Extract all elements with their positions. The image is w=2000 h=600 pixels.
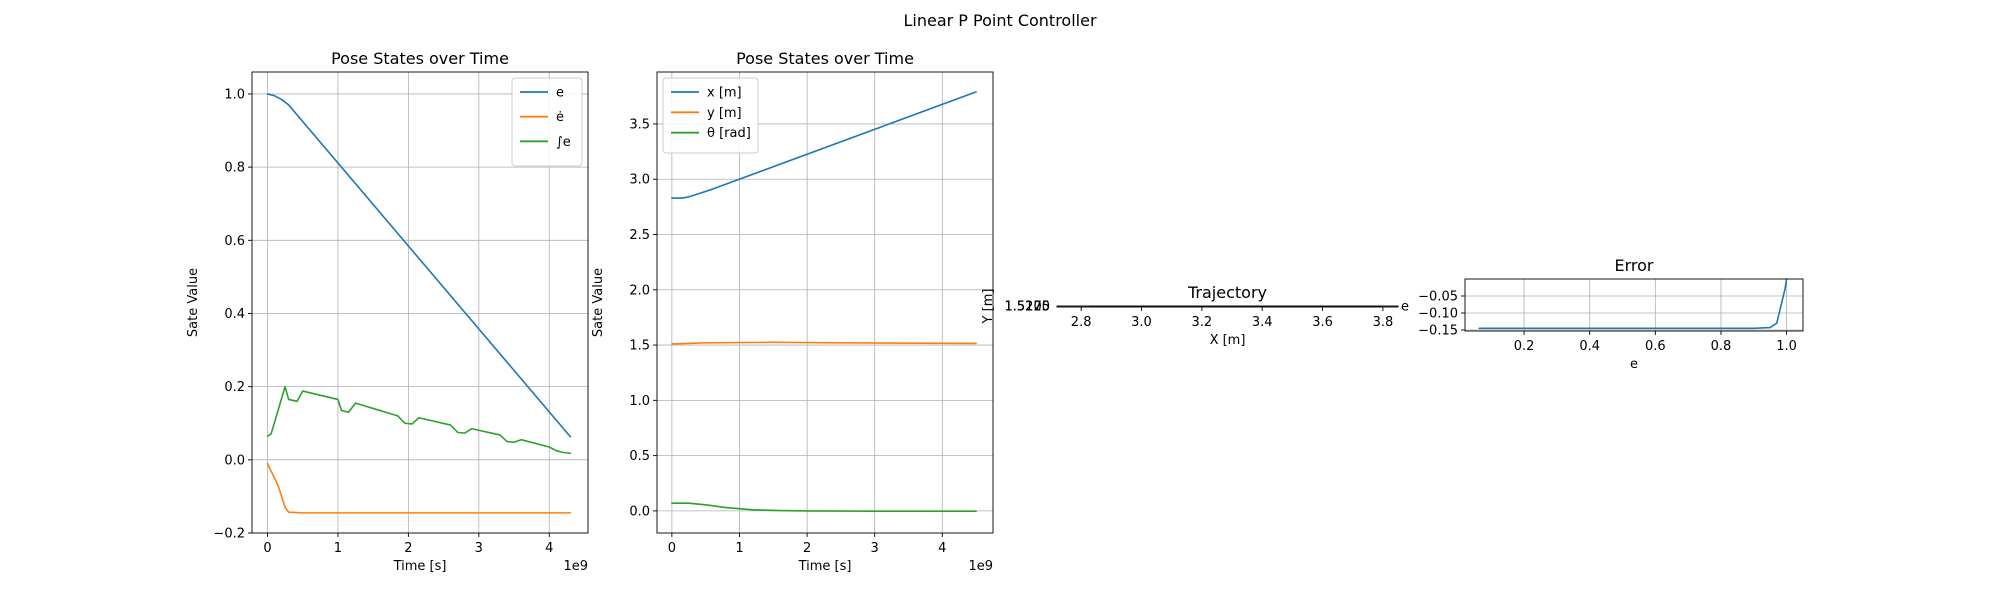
y-tick-label-overlap: 1.5225 — [1005, 300, 1051, 315]
series-line-1-2 — [266, 462, 572, 514]
y-tick-label: 0.0 — [629, 504, 650, 519]
y-tick-label: 3.0 — [629, 173, 650, 188]
legend-entry-label: ė — [556, 110, 564, 125]
x-tick-label: 4 — [545, 541, 553, 556]
y-tick-label: 2.0 — [629, 283, 650, 298]
series-line-2-2 — [671, 341, 977, 345]
x-tick-label: 3 — [871, 541, 879, 556]
x-axis-label: X [m] — [1210, 333, 1246, 348]
legend-entry-label: y [m] — [707, 106, 742, 121]
x-tick-label: 3.8 — [1373, 315, 1394, 330]
axes-frame — [1056, 305, 1399, 308]
x-tick-label: 0 — [263, 541, 271, 556]
plots-layer: 0 1 2 3 4 −0.2 0.0 0.2 0.4 0.6 0.8 1.0 Pose States o… — [186, 49, 1804, 574]
x-tick-label: 0.8 — [1711, 339, 1732, 354]
y-tick-label: 1.0 — [629, 394, 650, 409]
x-tick-label: 0.4 — [1579, 339, 1600, 354]
y-tick-label: −0.10 — [1418, 306, 1458, 321]
subplot-title: Error — [1615, 256, 1654, 275]
legend-box — [511, 77, 583, 167]
y-tick-label: −0.05 — [1418, 289, 1458, 304]
y-tick-label: 0.5 — [629, 449, 650, 464]
x-tick-label: 4 — [938, 541, 946, 556]
subplot-2: 0 1 2 3 4 0.0 0.5 1.0 1.5 2.0 2.5 3.0 3.5 Pose States… — [591, 49, 994, 574]
subplot-title: Pose States over Time — [331, 49, 509, 68]
x-tick-label: 3.2 — [1192, 315, 1213, 330]
subplot-4: 0.2 0.4 0.6 0.8 1.0 −0.05 −0.10 −0.15 Error e — [1418, 256, 1804, 372]
y-tick-label: 0.4 — [224, 307, 245, 322]
figure-suptitle: Linear P Point Controller — [903, 11, 1096, 30]
y-tick-label: 1.0 — [224, 87, 245, 102]
y-tick-label: 0.2 — [224, 380, 245, 395]
y-tick-label: 0.6 — [224, 234, 245, 249]
x-axis-label: e — [1630, 357, 1638, 372]
y-axis-label: Y [m] — [981, 289, 996, 325]
legend: x [m] y [m] θ [rad] — [662, 77, 759, 154]
edge-marker-text: e — [1401, 300, 1409, 315]
subplot-title: Pose States over Time — [736, 49, 914, 68]
y-tick-label: 3.5 — [629, 117, 650, 132]
x-tick-label: 1.0 — [1776, 339, 1797, 354]
axes-frame — [251, 71, 589, 534]
series-line-1-1 — [266, 93, 572, 438]
legend-box — [662, 77, 759, 154]
y-tick-label: 1.5 — [629, 339, 650, 354]
x-tick-label: 3.4 — [1252, 315, 1273, 330]
y-tick-label: 2.5 — [629, 228, 650, 243]
subplot-title: Trajectory — [1187, 283, 1267, 302]
x-tick-label: 3.6 — [1312, 315, 1333, 330]
x-tick-label: 3.0 — [1131, 315, 1152, 330]
legend-entry-label: e — [556, 86, 564, 101]
y-tick-label: 0.8 — [224, 161, 245, 176]
axes-frame — [1464, 278, 1804, 332]
legend-entry-label: ∫e — [556, 135, 571, 150]
subplot-1: 0 1 2 3 4 −0.2 0.0 0.2 0.4 0.6 0.8 1.0 Pose States o… — [186, 49, 589, 574]
x-axis-label: Time [s] — [798, 559, 852, 574]
x-tick-label: 1 — [334, 541, 342, 556]
x-tick-label: 3 — [475, 541, 483, 556]
y-tick-label-overlap: 1.5175 — [1005, 300, 1051, 315]
x-offset-text: 1e9 — [968, 559, 993, 574]
x-tick-label: 1 — [735, 541, 743, 556]
legend-entry-label: x [m] — [707, 86, 742, 101]
series-line-2-1 — [671, 91, 977, 199]
x-tick-label: 0 — [668, 541, 676, 556]
series-line-1-3 — [266, 385, 572, 455]
y-tick-label: −0.15 — [1418, 323, 1458, 338]
x-axis-label: Time [s] — [393, 559, 447, 574]
x-offset-text: 1e9 — [563, 559, 588, 574]
x-tick-label: 2 — [404, 541, 412, 556]
x-tick-label: 2.8 — [1071, 315, 1092, 330]
x-tick-label: 0.2 — [1514, 339, 1535, 354]
axes-frame — [656, 71, 994, 534]
y-axis-label: Sate Value — [591, 268, 606, 337]
series-line-4-1 — [1478, 278, 1788, 330]
x-tick-label: 2 — [803, 541, 811, 556]
series-line-2-3 — [671, 502, 977, 513]
y-axis-label: Sate Value — [186, 268, 201, 337]
y-tick-label: −0.2 — [213, 527, 245, 542]
y-tick-label-overlap: 1.5200 — [1005, 300, 1051, 315]
x-tick-label: 0.6 — [1645, 339, 1666, 354]
legend: eė ∫e — [511, 77, 583, 167]
legend-entry-label: θ [rad] — [707, 126, 751, 141]
y-tick-label: 0.0 — [224, 453, 245, 468]
